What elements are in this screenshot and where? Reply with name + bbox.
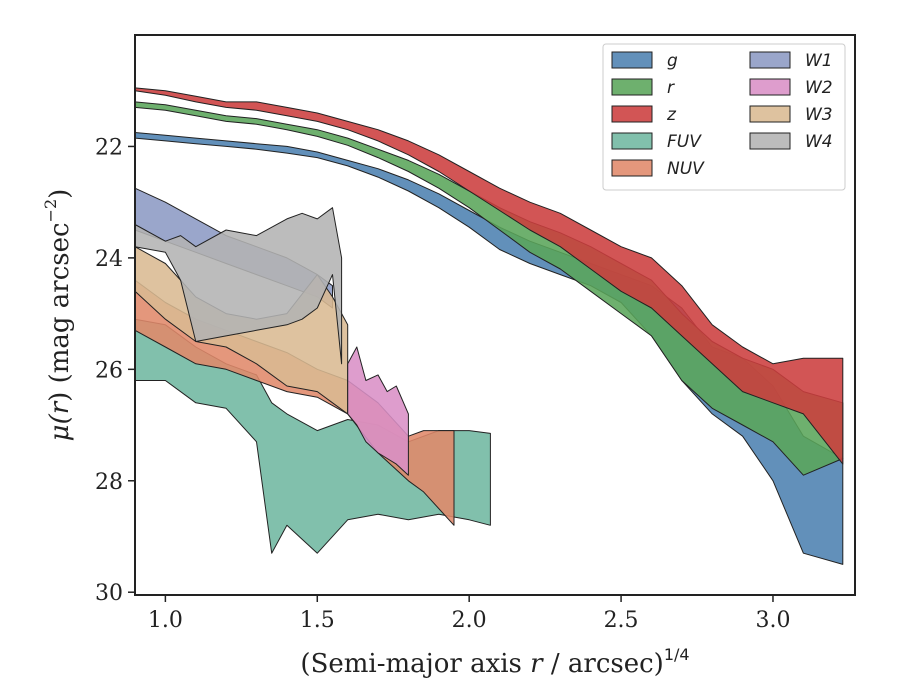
x-tick-label: 2.0 [452,608,487,633]
legend-swatch-w1 [750,52,790,68]
y-axis-label-sup: −2 [41,199,60,223]
y-tick-label: 28 [95,470,123,495]
surface-brightness-chart: 1.0 1.5 2.0 2.5 3.0 22 24 26 28 30 (Semi-major a… [0,0,900,700]
y-tick-label: 24 [95,247,123,272]
y-axis-label-end: ) [45,189,75,199]
y-tick-label: 22 [95,135,123,160]
legend-label-w2: W2 [805,78,833,98]
legend-label-fuv: FUV [667,132,702,152]
legend-label-r: r [667,78,675,98]
x-tick-label: 3.0 [755,608,790,633]
legend-label-w3: W3 [805,105,833,125]
y-axis-label: μ(r) (mag arcsec−2) [41,189,75,442]
legend: grz FUV NUV W1 W2 W3 W4 [603,44,845,190]
legend-label-nuv: NUV [667,159,705,179]
legend-label-g: g [667,51,678,71]
legend-swatch-nuv [612,160,652,176]
x-axis-label-pre: (Semi-major axis [300,649,530,679]
legend-label-w1: W1 [805,51,833,71]
legend-label-w4: W4 [805,132,833,152]
x-tick-label: 1.5 [300,608,335,633]
y-tick-label: 30 [95,581,123,606]
legend-label-z: z [666,105,677,125]
y-axis-label-post: ) (mag arcsec [45,222,75,401]
x-axis-label: (Semi-major axis r / arcsec)1/4 [300,645,689,679]
legend-swatch-fuv [612,133,652,149]
legend-swatch-z [612,106,652,122]
x-tick-label: 2.5 [604,608,639,633]
x-axis-label-sup: 1/4 [664,645,690,664]
legend-swatch-w3 [750,106,790,122]
y-tick-label: 26 [95,358,123,383]
legend-swatch-w2 [750,79,790,95]
y-axis-label-pre: μ( [45,413,75,441]
x-tick-label: 1.0 [148,608,183,633]
x-axis-label-post: / arcsec) [543,649,664,679]
legend-swatch-w4 [750,133,790,149]
legend-swatch-g [612,52,652,68]
legend-swatch-r [612,79,652,95]
